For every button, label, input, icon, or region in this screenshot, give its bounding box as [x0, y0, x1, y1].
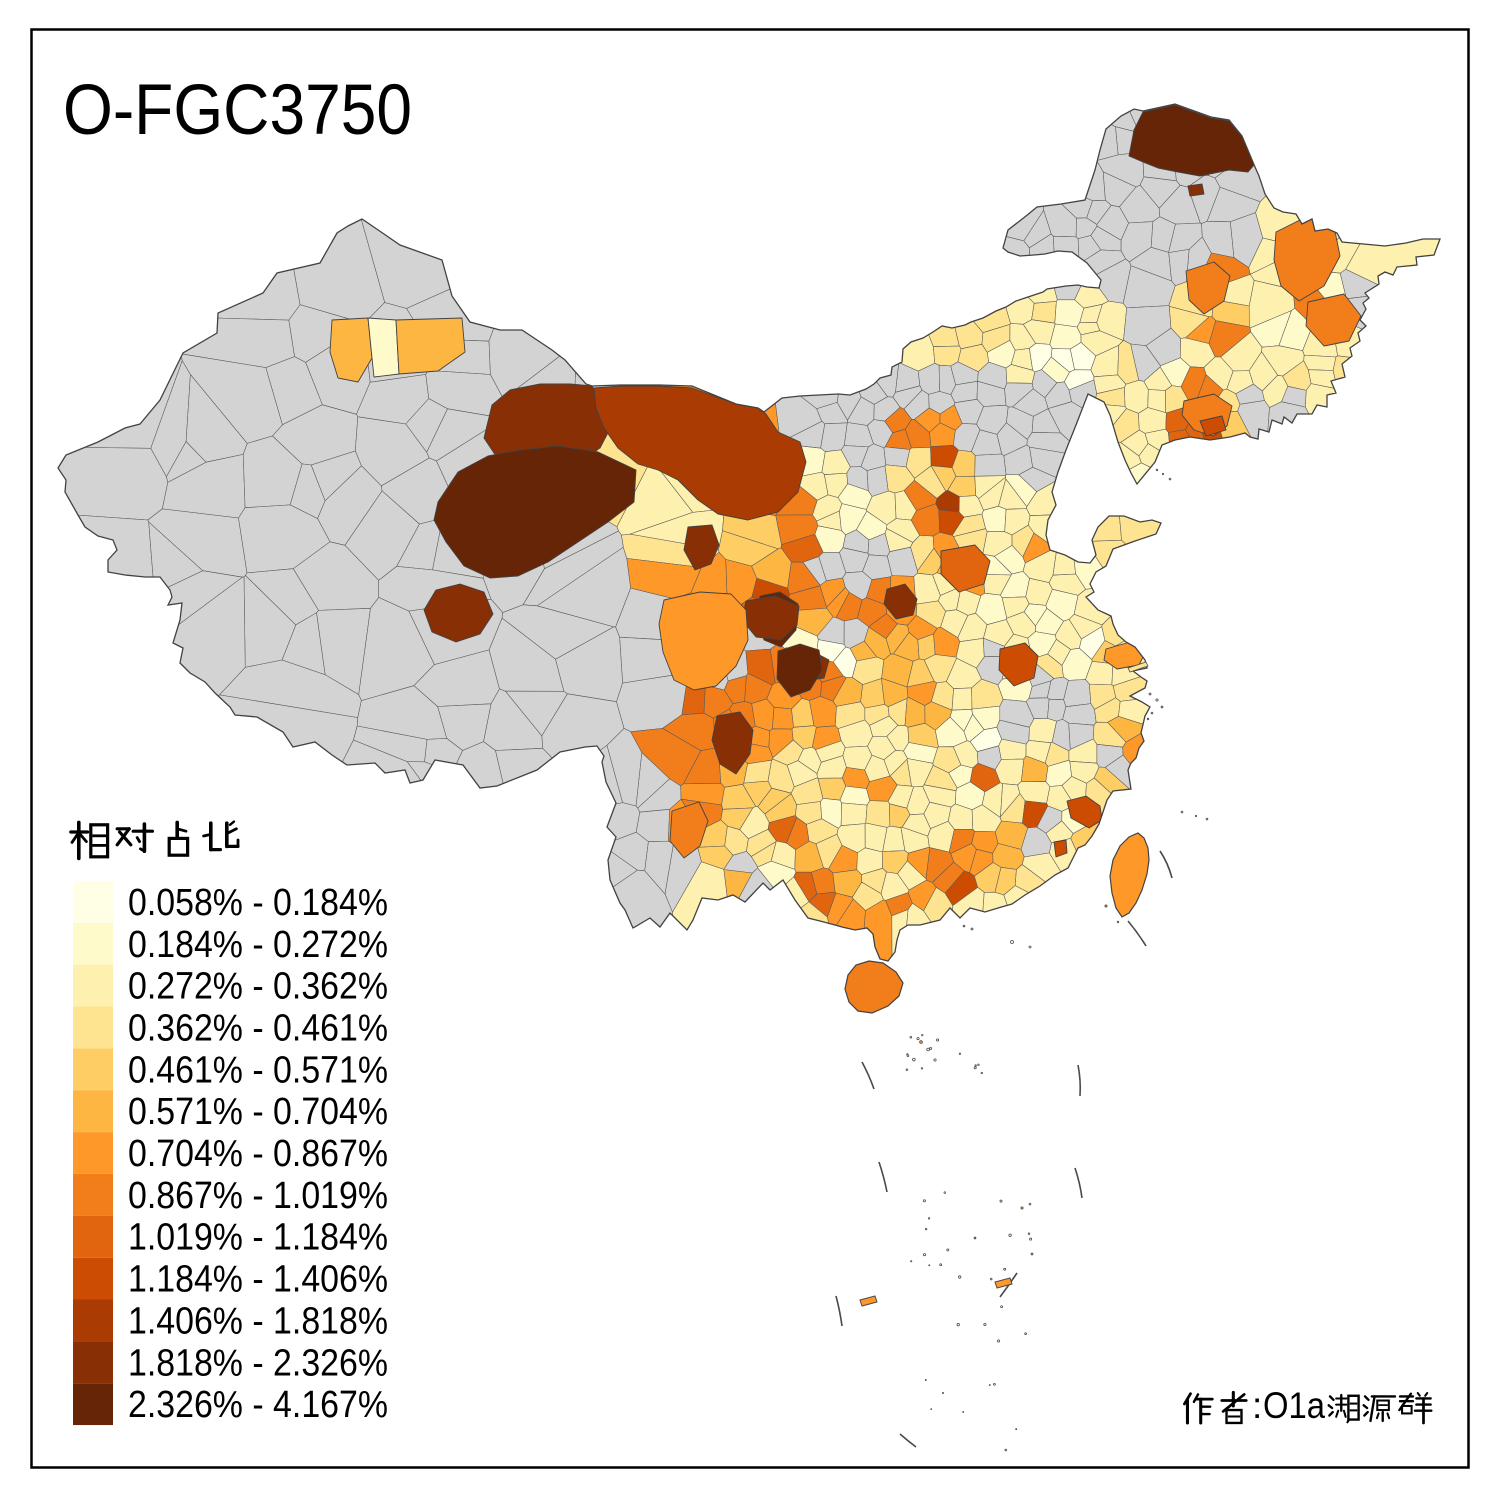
svg-text:2.326% - 4.167%: 2.326% - 4.167%	[128, 1384, 388, 1426]
svg-text:0.272% - 0.362%: 0.272% - 0.362%	[128, 966, 388, 1008]
svg-text:0.362% - 0.461%: 0.362% - 0.461%	[128, 1008, 388, 1050]
svg-text:0.867% - 1.019%: 0.867% - 1.019%	[128, 1175, 388, 1217]
svg-text:0.184% - 0.272%: 0.184% - 0.272%	[128, 924, 388, 966]
svg-text::: :	[1252, 1385, 1262, 1426]
svg-text:1.019% - 1.184%: 1.019% - 1.184%	[128, 1217, 388, 1259]
svg-text:0.461% - 0.571%: 0.461% - 0.571%	[128, 1049, 388, 1091]
svg-text:0.704% - 0.867%: 0.704% - 0.867%	[128, 1133, 388, 1175]
svg-text:1.184% - 1.406%: 1.184% - 1.406%	[128, 1259, 388, 1301]
svg-text:O-FGC3750: O-FGC3750	[63, 70, 412, 150]
svg-text:0.058% - 0.184%: 0.058% - 0.184%	[128, 882, 388, 924]
svg-text:1.406% - 1.818%: 1.406% - 1.818%	[128, 1300, 388, 1342]
svg-text:1.818% - 2.326%: 1.818% - 2.326%	[128, 1342, 388, 1384]
svg-text:0.571% - 0.704%: 0.571% - 0.704%	[128, 1091, 388, 1133]
svg-text:O1a: O1a	[1263, 1385, 1325, 1426]
